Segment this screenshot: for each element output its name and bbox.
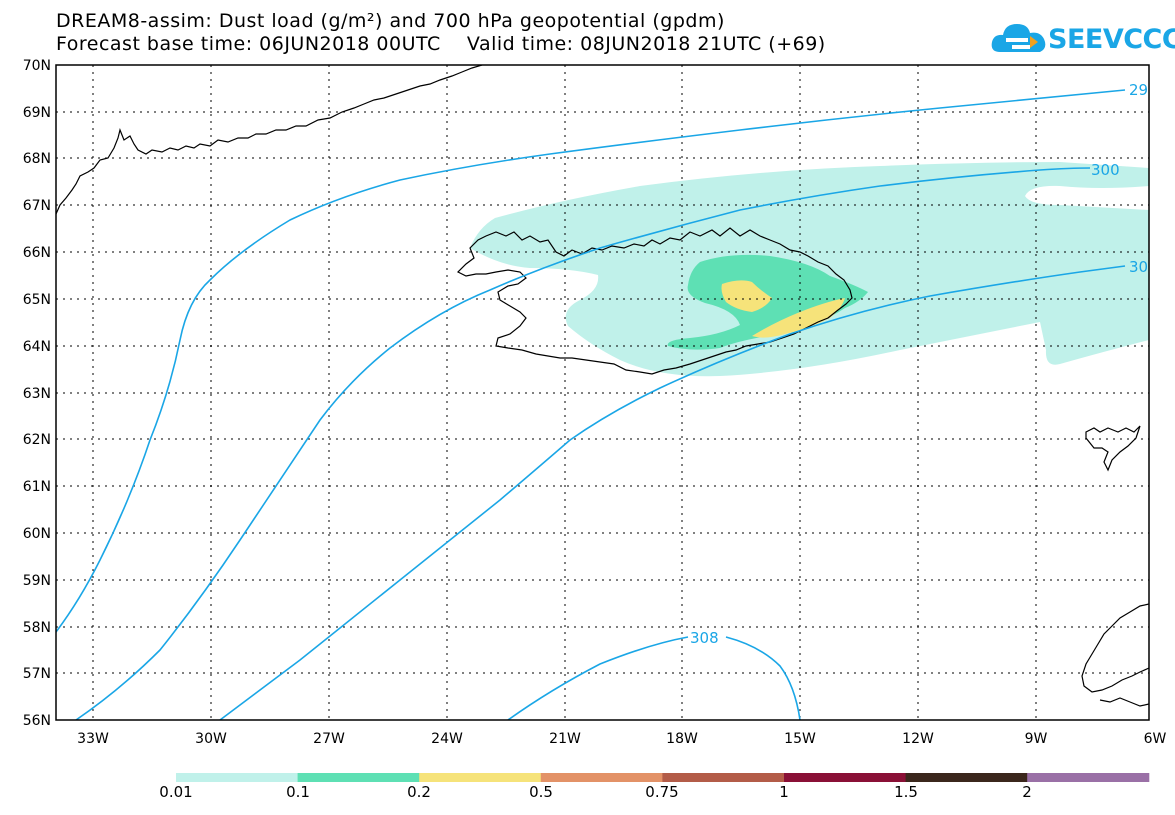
lon-label: 33W (77, 731, 109, 747)
lon-label: 12W (902, 731, 934, 747)
legend-swatch (540, 773, 663, 782)
lat-label: 56N (23, 713, 51, 729)
legend-label: 0.2 (407, 783, 431, 801)
contour-label-30: 30 (1129, 258, 1148, 276)
lon-label: 9W (1025, 731, 1048, 747)
iceland-coast (456, 227, 853, 375)
contour-308 (507, 636, 801, 720)
dust-level-0.2b (752, 298, 845, 338)
lat-label: 57N (23, 666, 51, 682)
lat-label: 68N (23, 151, 51, 167)
seevccc-logo: SEEVCCC (990, 16, 1175, 62)
contour-label-308: 308 (690, 629, 719, 647)
contour-296 (56, 89, 1126, 633)
legend-swatch (905, 773, 1028, 782)
greenland-coast (56, 65, 483, 215)
legend-label: 1 (779, 783, 789, 801)
lat-label: 67N (23, 198, 51, 214)
legend-swatch (297, 773, 420, 782)
coastlines (56, 65, 1149, 707)
legend-label: 0.5 (529, 783, 553, 801)
lat-label: 70N (23, 58, 51, 74)
legend-swatch (419, 773, 542, 782)
lon-label: 6W (1144, 731, 1167, 747)
contour-300 (75, 167, 1091, 720)
legend-label: 1.5 (894, 783, 918, 801)
contour-label-29: 29 (1129, 81, 1148, 99)
contour-labels: 29 300 30 308 (690, 81, 1148, 647)
map-gridlines (56, 65, 1149, 720)
legend-swatch (784, 773, 907, 782)
lon-label: 18W (666, 731, 698, 747)
legend-labels: 0.01 0.1 0.2 0.5 0.75 1 1.5 2 (159, 783, 1031, 801)
contour-304 (219, 265, 1126, 720)
lon-label: 21W (549, 731, 581, 747)
map-title-line1: DREAM8-assim: Dust load (g/m²) and 700 h… (56, 10, 725, 32)
lat-label: 59N (23, 573, 51, 589)
cloud-icon (991, 24, 1046, 52)
lat-label: 65N (23, 292, 51, 308)
lat-label: 64N (23, 339, 51, 355)
lat-label: 63N (23, 386, 51, 402)
lat-label: 61N (23, 479, 51, 495)
latitude-labels: 70N 69N 68N 67N 66N 65N 64N 63N 62N 61N … (23, 58, 51, 729)
lat-label: 66N (23, 245, 51, 261)
color-legend (176, 773, 1150, 782)
longitude-labels: 33W 30W 27W 24W 21W 18W 15W 12W 9W 6W (77, 731, 1166, 747)
legend-swatch (1027, 773, 1150, 782)
scotland-coast (1081, 603, 1149, 693)
dust-level-0.2a (721, 280, 772, 312)
lon-label: 30W (195, 731, 227, 747)
legend-label: 0.1 (286, 783, 310, 801)
legend-label: 0.75 (645, 783, 678, 801)
lon-label: 27W (313, 731, 345, 747)
legend-label: 0.01 (159, 783, 192, 801)
lat-label: 58N (23, 620, 51, 636)
faroe-coast (1085, 425, 1141, 472)
legend-swatch (176, 773, 299, 782)
lon-label: 15W (784, 731, 816, 747)
map-frame (55, 64, 1150, 721)
lat-label: 62N (23, 432, 51, 448)
hebrides-coast (1099, 697, 1149, 707)
lat-label: 60N (23, 526, 51, 542)
dust-shading (470, 162, 1149, 377)
logo-text: SEEVCCC (1048, 24, 1175, 55)
contour-label-300: 300 (1091, 161, 1120, 179)
geopotential-contours (56, 89, 1126, 720)
map-title-line2: Forecast base time: 06JUN2018 00UTC Vali… (56, 33, 826, 55)
legend-swatch (662, 773, 785, 782)
lon-label: 24W (431, 731, 463, 747)
legend-label: 2 (1022, 783, 1032, 801)
lat-label: 69N (23, 105, 51, 121)
